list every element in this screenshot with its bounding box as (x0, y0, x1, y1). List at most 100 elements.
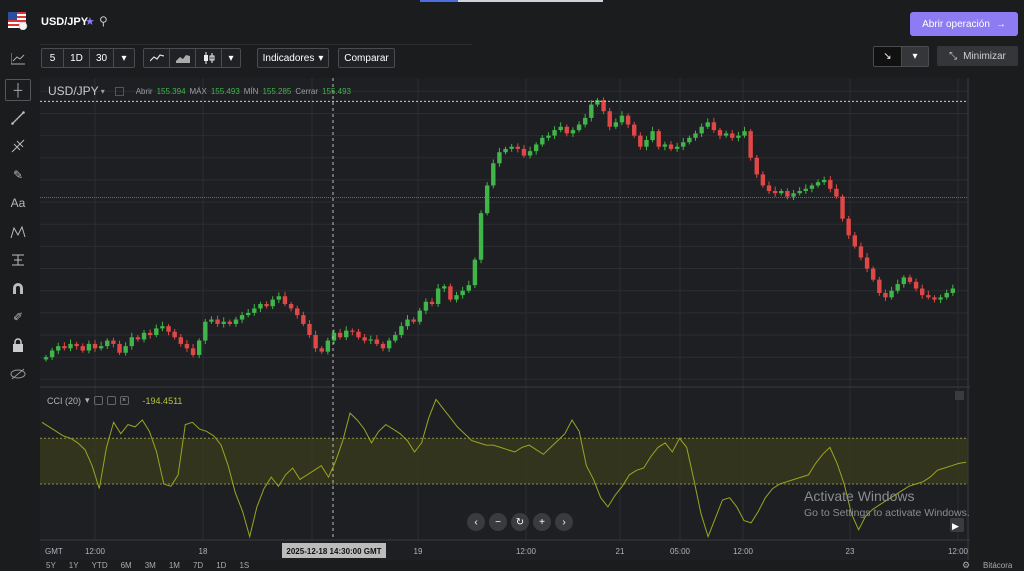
candle (209, 319, 214, 322)
scroll-right-icon[interactable]: › (555, 513, 573, 531)
candle (920, 288, 925, 296)
candle (926, 295, 931, 298)
collapse-icon: ⤡ (949, 50, 958, 62)
go-to-realtime-icon[interactable] (950, 518, 964, 532)
chevron-down-icon[interactable]: ▾ (121, 52, 127, 64)
eye-icon[interactable] (93, 396, 103, 405)
candle (785, 191, 790, 197)
chart-toolbar: 5 1D 30 ▾ ▾ Indicadores ▾ Comparar ↘ ▾ (0, 44, 1024, 72)
drawing-mode-icon[interactable]: ✐ (12, 310, 24, 324)
settings-square-icon[interactable] (114, 86, 124, 96)
candle (215, 319, 220, 324)
scroll-left-icon[interactable]: ‹ (467, 513, 485, 531)
trend-line-icon[interactable] (5, 107, 31, 129)
candle (730, 133, 735, 138)
candle (828, 179, 833, 189)
interval-selector: 5 1D 30 ▾ (41, 48, 135, 68)
candle (754, 157, 759, 175)
candle (858, 246, 864, 258)
area-chart-icon[interactable] (170, 49, 196, 67)
candle (491, 163, 496, 186)
range-5y[interactable]: 5Y (46, 561, 56, 570)
interval-1d[interactable]: 1D (64, 49, 90, 67)
candle (252, 308, 257, 313)
interval-5[interactable]: 5 (42, 49, 64, 67)
time-tick-label: 18 (199, 547, 208, 556)
star-icon[interactable]: ★ (85, 16, 95, 28)
zoom-out-icon[interactable]: − (489, 513, 507, 531)
text-tool-icon[interactable]: Aa (10, 196, 26, 210)
cci-label[interactable]: CCI (20) (47, 395, 82, 406)
range-1d[interactable]: 1D (216, 561, 227, 570)
us-flag-icon (8, 12, 28, 30)
candle (466, 285, 471, 291)
chevron-down-icon[interactable]: ▾ (228, 52, 234, 64)
candle (674, 146, 680, 149)
close-icon[interactable]: × (119, 396, 129, 405)
candle (337, 332, 343, 338)
crosshair-icon[interactable]: ┼ (5, 79, 31, 101)
minimize-button[interactable]: ⤡ Minimizar (937, 46, 1018, 66)
log-scale-toggle[interactable]: Bitácora (983, 561, 1013, 570)
compare-button[interactable]: Comparar (338, 48, 395, 68)
candle (417, 310, 422, 322)
range-1y[interactable]: 1Y (68, 561, 79, 570)
candle (62, 346, 67, 349)
open-trade-button[interactable]: Abrir operación → (910, 12, 1018, 36)
fib-tool-icon[interactable] (5, 135, 31, 157)
price-chart[interactable]: 157.800157.600157.400157.200157.000156.8… (40, 78, 970, 560)
candlestick-icon[interactable] (196, 49, 222, 67)
candle (86, 343, 92, 351)
chart-icon[interactable] (5, 48, 31, 70)
lock-icon[interactable] (5, 334, 31, 356)
candle (227, 321, 233, 324)
pattern-icon[interactable] (5, 221, 31, 243)
indicators-button[interactable]: Indicadores ▾ (257, 48, 329, 68)
candle (246, 312, 251, 316)
candle (509, 146, 514, 149)
candle (56, 346, 61, 351)
candle (515, 146, 521, 149)
candle (527, 151, 533, 156)
line-chart-icon[interactable] (144, 49, 170, 67)
range-6m[interactable]: 6M (120, 561, 132, 570)
interval-30[interactable]: 30 (90, 49, 114, 67)
settings-icon[interactable] (106, 396, 116, 405)
candle (147, 332, 153, 336)
candle (723, 133, 729, 136)
gear-icon[interactable]: ⚙ (962, 560, 971, 570)
candle (166, 326, 171, 332)
high-value: 155.493 (210, 86, 240, 96)
candle (178, 337, 184, 344)
pane-settings-icon[interactable] (955, 391, 964, 400)
candle (595, 100, 600, 105)
legend-symbol[interactable]: USD/JPY (48, 84, 99, 98)
time-tick-label: 12:00 (516, 547, 537, 556)
range-1s[interactable]: 1S (239, 561, 250, 570)
candle (172, 331, 177, 338)
range-7d[interactable]: 7D (192, 561, 204, 570)
zoom-in-icon[interactable]: + (533, 513, 551, 531)
measure-icon[interactable] (5, 249, 31, 271)
range-3m[interactable]: 3M (144, 561, 156, 570)
hide-drawings-icon[interactable] (5, 363, 31, 385)
candle (877, 279, 882, 293)
chevron-down-icon[interactable]: ▾ (902, 47, 928, 66)
range-ytd[interactable]: YTD (91, 561, 108, 570)
open-label: Abrir (135, 86, 153, 96)
time-tick-label: 12:00 (85, 547, 106, 556)
chevron-down-icon[interactable]: ▾ (100, 86, 105, 96)
candle (576, 124, 582, 131)
range-1m[interactable]: 1M (168, 561, 180, 570)
brush-icon[interactable]: ✎ (12, 168, 24, 182)
candle (711, 122, 717, 131)
candle (601, 100, 606, 112)
chevron-down-icon[interactable]: ▾ (85, 395, 90, 405)
candle (883, 292, 888, 298)
magnet-icon[interactable] (5, 277, 31, 299)
arrow-down-right-icon[interactable]: ↘ (874, 47, 902, 66)
compare-label: Comparar (344, 52, 389, 64)
candle (632, 124, 637, 136)
reset-icon[interactable]: ↻ (511, 513, 529, 531)
search-icon[interactable]: ⚲ (99, 14, 108, 28)
